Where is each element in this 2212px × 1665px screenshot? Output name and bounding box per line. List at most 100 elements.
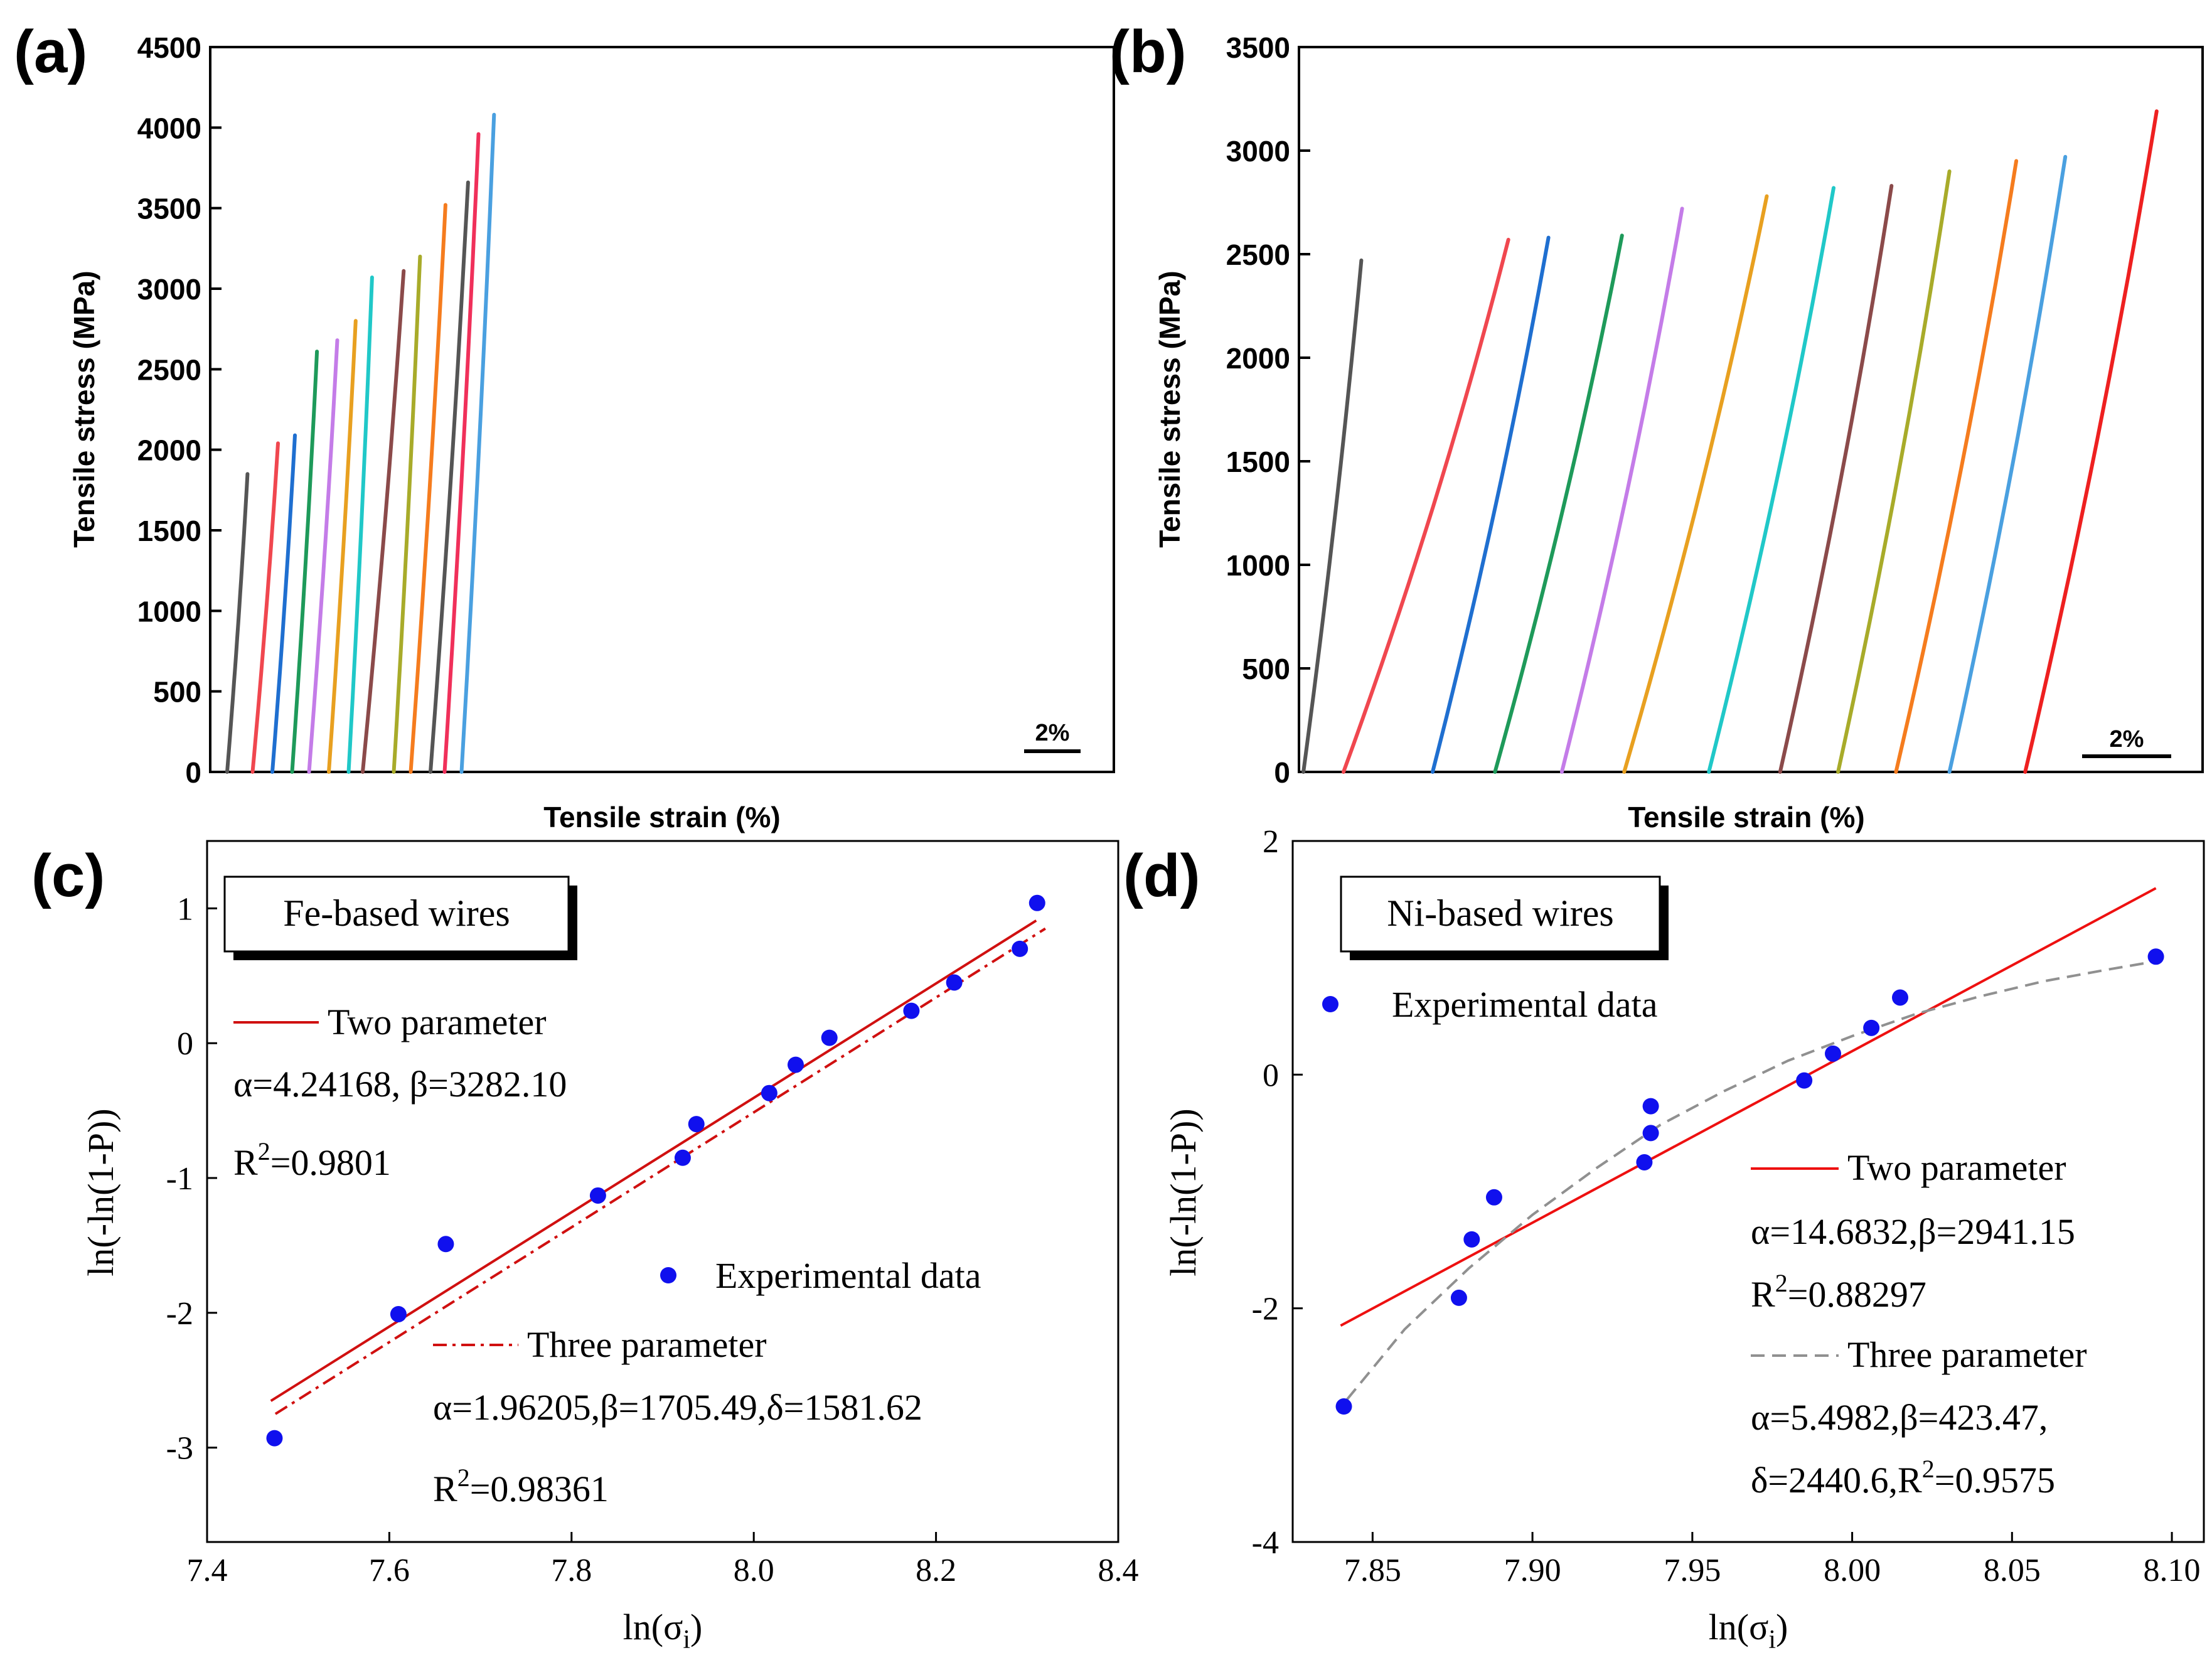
chart-title-d: Ni-based wires [1387, 892, 1614, 934]
panel-d: (d) 7.85 7.90 7.95 8.00 8.05 8.10 -4 -2 0 2 Ni-ba… [1123, 824, 2205, 1654]
y-tick-label-b-0: 0 [1274, 756, 1290, 789]
curve-a-11 [429, 180, 470, 774]
plot-frame-d [1291, 840, 2205, 1543]
y-tick-label-a-4: 2000 [137, 434, 201, 467]
legend-two-param-r2-d: R2=0.88297 [1751, 1269, 1926, 1315]
legend-three-param-label-d: Three parameter [1847, 1334, 2087, 1375]
legend-swatch-data-d [1322, 996, 1338, 1012]
y-tick-label-b-6: 3000 [1226, 135, 1290, 168]
curve-a-5 [307, 338, 339, 774]
data-point-c-2 [437, 1236, 454, 1253]
curve-b-2 [1342, 237, 1510, 774]
y-tick-label-d-2: 0 [1263, 1057, 1279, 1093]
chart-title-c: Fe-based wires [283, 892, 510, 934]
y-axis-title-c: ln(-ln(1-P)) [80, 1108, 121, 1276]
x-axis-title-d: ln(σi) [1709, 1607, 1788, 1654]
y-tick-label-a-5: 2500 [137, 353, 201, 386]
y-tick-label-c-1: -2 [166, 1296, 193, 1332]
y-tick-label-b-1: 500 [1242, 653, 1290, 685]
curve-a-6 [327, 319, 358, 774]
fit-three-parameter-c [274, 927, 1046, 1415]
y-axis-title-a: Tensile stress (MPa) [68, 270, 100, 547]
data-point-d-8 [1825, 1045, 1842, 1062]
y-tick-label-d-1: -2 [1252, 1292, 1279, 1327]
y-axis-a: 0 500 1000 1500 2000 2500 3000 3500 4000 4500 [137, 31, 222, 789]
curve-b-6 [1622, 194, 1769, 774]
axes-d: 7.85 7.90 7.95 8.00 8.05 8.10 -4 -2 0 2 [1252, 824, 2201, 1588]
y-tick-label-b-3: 1500 [1226, 446, 1290, 478]
data-point-d-3 [1485, 1189, 1502, 1206]
scale-bar-label-a: 2% [1035, 720, 1070, 746]
curve-a-9 [392, 254, 422, 774]
curve-b-8 [1778, 184, 1894, 774]
x-tick-label-c-4: 8.2 [916, 1553, 956, 1588]
fit-two-parameter-d [1340, 887, 2157, 1327]
x-tick-label-d-3: 8.00 [1824, 1553, 1881, 1588]
data-point-c-7 [787, 1056, 804, 1073]
x-tick-label-c-3: 8.0 [734, 1553, 774, 1588]
x-tick-label-d-0: 7.85 [1344, 1553, 1401, 1588]
curve-b-5 [1559, 206, 1684, 774]
x-tick-label-d-2: 7.95 [1664, 1553, 1721, 1588]
curve-b-1 [1301, 258, 1364, 774]
y-tick-label-a-9: 4500 [137, 31, 201, 64]
fit-three-parameter-d [1346, 960, 2156, 1401]
fit-lines-d [1340, 887, 2157, 1401]
data-point-c-0 [266, 1430, 283, 1447]
y-tick-label-a-6: 3000 [137, 273, 201, 306]
curves-a [225, 112, 496, 774]
y-axis-b: 0 500 1000 1500 2000 2500 3000 3500 [1226, 31, 1310, 789]
y-tick-label-c-4: 1 [177, 891, 193, 927]
x-tick-label-d-5: 8.10 [2144, 1553, 2201, 1588]
y-tick-label-a-1: 500 [153, 676, 201, 709]
legend-two-param-values-c: α=4.24168, β=3282.10 [233, 1064, 567, 1105]
legend-two-param-label-c: Two parameter [328, 1002, 547, 1042]
x-tick-label-d-4: 8.05 [1984, 1553, 2041, 1588]
y-tick-label-d-0: -4 [1252, 1525, 1279, 1561]
data-point-c-1 [390, 1305, 407, 1322]
data-point-d-9 [1863, 1019, 1880, 1036]
curve-b-3 [1431, 235, 1551, 774]
panel-label-a: (a) [14, 18, 87, 85]
data-point-d-4 [1636, 1154, 1653, 1170]
data-point-d-0 [1335, 1398, 1352, 1415]
y-tick-label-d-3: 2 [1263, 824, 1279, 860]
data-point-d-10 [1892, 989, 1908, 1006]
y-axis-title-d: ln(-ln(1-P)) [1163, 1108, 1204, 1276]
y-tick-label-a-0: 0 [185, 756, 201, 789]
y-tick-label-a-3: 1500 [137, 515, 201, 547]
panel-b: (b) 0 500 1000 1500 2000 2500 3000 3500 2% Tens… [1109, 18, 2204, 833]
data-point-c-9 [903, 1002, 920, 1019]
curve-a-8 [361, 269, 406, 774]
curve-a-1 [225, 472, 250, 774]
curve-a-10 [409, 203, 447, 774]
data-point-c-5 [688, 1116, 705, 1133]
curve-a-13 [459, 112, 496, 774]
data-point-d-11 [2147, 948, 2164, 965]
plot-frame-c [206, 840, 1119, 1543]
x-tick-label-c-0: 7.4 [187, 1553, 228, 1588]
legend-three-param-values-c: α=1.96205,β=1705.49,δ=1581.62 [433, 1387, 922, 1428]
legend-three-param-r2-c: R2=0.98361 [433, 1464, 609, 1509]
x-axis-title-a: Tensile strain (%) [543, 801, 780, 833]
x-tick-label-c-5: 8.4 [1098, 1553, 1139, 1588]
legend-three-param-values-2-d: δ=2440.6,R2=0.9575 [1751, 1455, 2055, 1501]
curve-a-3 [270, 433, 297, 774]
data-point-c-10 [946, 974, 963, 991]
y-tick-label-a-2: 1000 [137, 595, 201, 628]
data-point-c-6 [761, 1084, 777, 1101]
plot-frame-a [209, 46, 1115, 773]
data-point-d-6 [1642, 1098, 1659, 1115]
legend-data-label-d: Experimental data [1392, 984, 1658, 1025]
title-box-d [1340, 875, 1661, 953]
data-point-c-8 [821, 1029, 838, 1046]
curve-b-12 [2023, 109, 2159, 774]
panel-label-d: (d) [1123, 842, 1200, 909]
curve-b-9 [1836, 169, 1952, 774]
y-tick-label-b-2: 1000 [1226, 549, 1290, 582]
data-point-c-11 [1012, 940, 1029, 957]
legend-two-param-r2-c: R2=0.9801 [233, 1137, 391, 1183]
curve-b-11 [1947, 154, 2068, 774]
